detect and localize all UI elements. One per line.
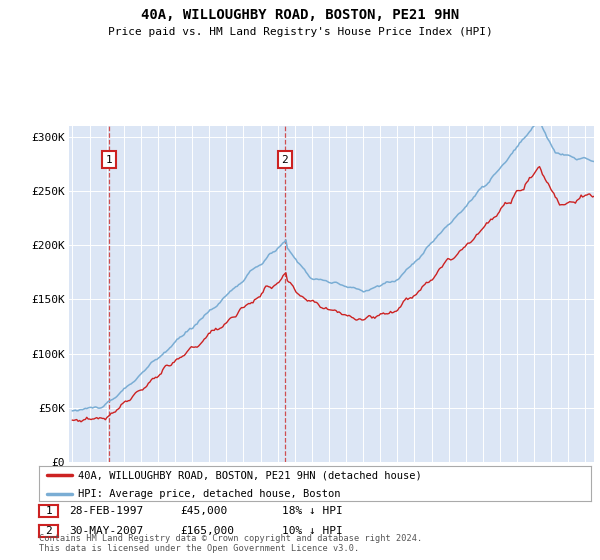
Text: 28-FEB-1997: 28-FEB-1997 bbox=[69, 506, 143, 516]
Text: 10% ↓ HPI: 10% ↓ HPI bbox=[282, 526, 343, 536]
Text: Contains HM Land Registry data © Crown copyright and database right 2024.
This d: Contains HM Land Registry data © Crown c… bbox=[39, 534, 422, 553]
Text: 2: 2 bbox=[281, 155, 288, 165]
Text: 2: 2 bbox=[45, 526, 52, 536]
Text: HPI: Average price, detached house, Boston: HPI: Average price, detached house, Bost… bbox=[77, 488, 340, 498]
Text: 1: 1 bbox=[45, 506, 52, 516]
Text: 40A, WILLOUGHBY ROAD, BOSTON, PE21 9HN: 40A, WILLOUGHBY ROAD, BOSTON, PE21 9HN bbox=[141, 8, 459, 22]
Text: 30-MAY-2007: 30-MAY-2007 bbox=[69, 526, 143, 536]
Text: 1: 1 bbox=[106, 155, 113, 165]
Text: 18% ↓ HPI: 18% ↓ HPI bbox=[282, 506, 343, 516]
Text: £165,000: £165,000 bbox=[180, 526, 234, 536]
Text: Price paid vs. HM Land Registry's House Price Index (HPI): Price paid vs. HM Land Registry's House … bbox=[107, 27, 493, 37]
Text: £45,000: £45,000 bbox=[180, 506, 227, 516]
Text: 40A, WILLOUGHBY ROAD, BOSTON, PE21 9HN (detached house): 40A, WILLOUGHBY ROAD, BOSTON, PE21 9HN (… bbox=[77, 470, 421, 480]
